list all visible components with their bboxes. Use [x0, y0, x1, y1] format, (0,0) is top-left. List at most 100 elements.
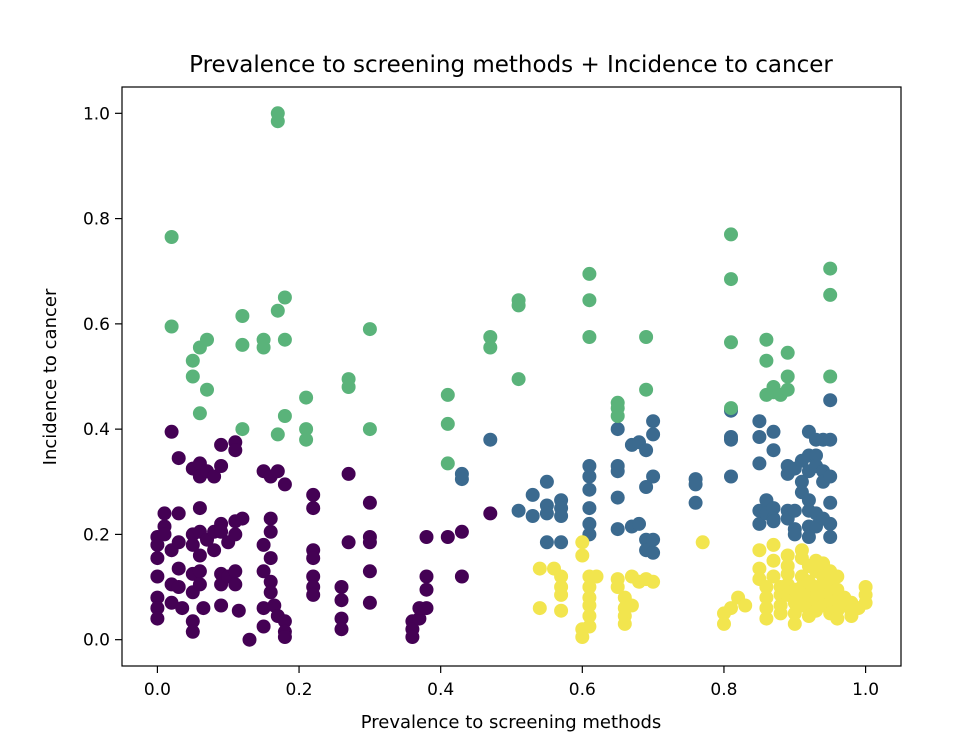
- data-point: [646, 532, 661, 547]
- data-point: [539, 535, 554, 550]
- data-point: [341, 466, 356, 481]
- data-point: [200, 332, 214, 347]
- data-point: [164, 230, 179, 244]
- data-point: [582, 469, 597, 484]
- data-point: [171, 535, 186, 550]
- data-point: [362, 595, 377, 610]
- data-point: [306, 551, 321, 566]
- data-point: [185, 624, 200, 639]
- data-point: [192, 501, 207, 516]
- data-point: [780, 345, 795, 360]
- data-point: [575, 548, 590, 563]
- x-axis-ticks: 0.0 0.2 0.4 0.6 0.8 1.0: [144, 666, 879, 700]
- data-point: [766, 537, 781, 552]
- x-tick-label: 0.0: [144, 680, 171, 700]
- data-point: [695, 535, 710, 550]
- plot-frame: [121, 86, 902, 667]
- data-point: [787, 527, 802, 542]
- data-point: [306, 501, 321, 516]
- data-point: [823, 530, 838, 544]
- data-point: [228, 577, 243, 592]
- data-point: [256, 601, 271, 616]
- data-point: [554, 569, 569, 584]
- data-point: [639, 330, 654, 344]
- data-point: [306, 587, 321, 602]
- data-point: [688, 477, 703, 492]
- data-point: [724, 227, 738, 242]
- data-point: [175, 601, 190, 616]
- data-point: [299, 432, 314, 447]
- data-point: [299, 422, 314, 437]
- data-point: [646, 427, 661, 442]
- data-point: [196, 601, 211, 616]
- y-axis-ticks: 0.0 0.2 0.4 0.6 0.8 1.0: [83, 104, 122, 651]
- data-point: [228, 564, 243, 579]
- data-point: [610, 464, 625, 479]
- x-axis-label: Prevalence to screening methods: [361, 712, 662, 733]
- data-point: [440, 530, 455, 544]
- data-point: [575, 535, 590, 550]
- data-points: [150, 106, 873, 647]
- data-point: [185, 537, 200, 552]
- data-point: [341, 535, 356, 550]
- data-point: [171, 580, 186, 594]
- data-point: [830, 569, 845, 584]
- data-point: [235, 309, 250, 323]
- data-point: [263, 585, 278, 600]
- data-point: [454, 472, 469, 487]
- data-point: [228, 527, 243, 542]
- data-point: [724, 601, 738, 616]
- data-point: [150, 551, 165, 566]
- data-point: [171, 506, 186, 521]
- data-point: [277, 614, 292, 629]
- data-point: [192, 406, 207, 421]
- data-point: [646, 469, 661, 484]
- data-point: [277, 409, 292, 423]
- data-point: [419, 601, 434, 616]
- data-point: [235, 422, 250, 437]
- data-point: [150, 590, 165, 605]
- data-point: [532, 601, 547, 616]
- data-point: [766, 553, 781, 568]
- data-point: [214, 437, 229, 452]
- data-point: [440, 416, 455, 431]
- data-point: [646, 545, 661, 560]
- data-point: [617, 616, 632, 631]
- data-point: [639, 443, 654, 458]
- data-point: [759, 580, 774, 594]
- data-point: [823, 495, 838, 510]
- data-point: [164, 424, 179, 439]
- data-point: [235, 511, 250, 526]
- data-point: [610, 422, 625, 437]
- data-point: [242, 632, 257, 647]
- data-point: [780, 382, 795, 397]
- data-point: [823, 393, 838, 408]
- data-point: [192, 564, 207, 579]
- data-point: [752, 430, 767, 444]
- data-point: [334, 593, 349, 608]
- data-point: [150, 537, 165, 552]
- data-point: [440, 387, 455, 402]
- data-point: [256, 537, 271, 552]
- data-point: [582, 293, 597, 308]
- data-point: [589, 569, 604, 584]
- data-point: [582, 609, 597, 623]
- data-point: [809, 448, 823, 463]
- data-point: [200, 382, 214, 397]
- data-point: [752, 456, 767, 471]
- data-point: [639, 480, 654, 494]
- data-point: [419, 530, 434, 544]
- data-point: [582, 330, 597, 344]
- data-point: [780, 369, 795, 384]
- data-point: [150, 611, 165, 626]
- data-point: [801, 530, 816, 544]
- data-point: [192, 577, 207, 592]
- data-point: [362, 564, 377, 579]
- y-tick-label: 0.4: [83, 420, 110, 440]
- data-point: [823, 369, 838, 384]
- data-point: [766, 514, 781, 529]
- data-point: [766, 569, 781, 584]
- data-point: [362, 422, 377, 437]
- data-point: [362, 322, 377, 337]
- data-point: [454, 524, 469, 539]
